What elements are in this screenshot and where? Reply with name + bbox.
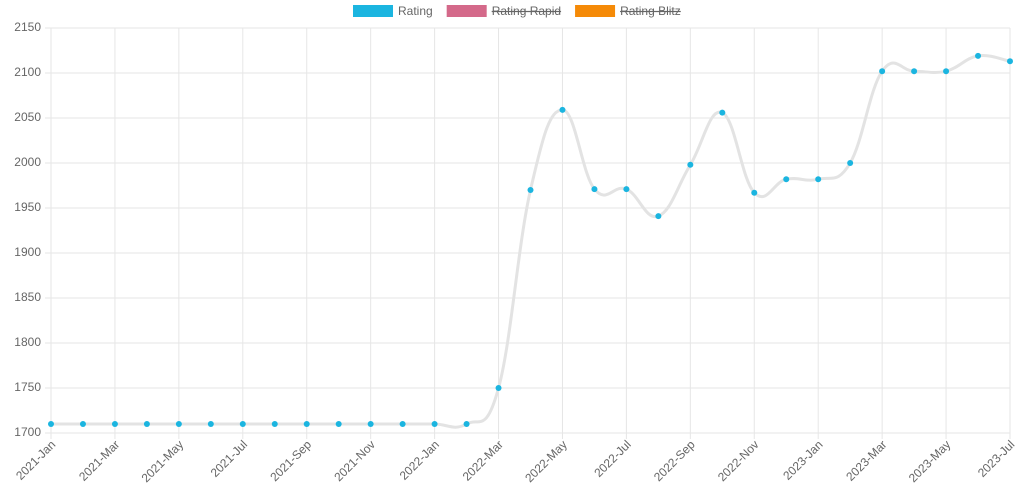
x-tick-label: 2022-Jan [397, 437, 442, 482]
point [335, 421, 342, 427]
y-tick-label: 2150 [14, 20, 41, 34]
x-tick-label: 2022-Jul [591, 437, 633, 479]
point [719, 109, 726, 116]
legend-swatch [575, 5, 616, 17]
x-tick-label: 2023-Jan [780, 437, 825, 482]
point [943, 68, 950, 75]
point [783, 176, 790, 183]
x-tick-label: 2021-Sep [267, 437, 314, 484]
point [559, 106, 566, 113]
point [431, 421, 438, 427]
point [623, 186, 630, 193]
x-tick-label: 2023-May [906, 437, 954, 485]
legend-swatch [446, 5, 487, 17]
point [687, 161, 694, 168]
legend-swatch [353, 5, 393, 17]
y-tick-label: 1900 [14, 245, 41, 259]
x-tick-label: 2021-Jul [208, 437, 250, 479]
point [239, 421, 246, 427]
y-tick-label: 2000 [14, 155, 41, 169]
legend-label: Rating Blitz [620, 4, 681, 18]
point [591, 186, 598, 193]
point [1007, 58, 1013, 65]
x-tick-label: 2022-Nov [715, 437, 762, 484]
point [815, 176, 822, 183]
point [975, 52, 982, 59]
point [367, 421, 374, 427]
y-tick-label: 2100 [14, 65, 41, 79]
point [175, 421, 182, 427]
x-tick-label: 2021-Jan [13, 437, 58, 482]
point [79, 421, 86, 427]
y-tick-label: 1750 [14, 380, 41, 394]
x-tick-label: 2021-Nov [331, 437, 378, 484]
point [879, 68, 886, 75]
point [303, 421, 310, 427]
x-tick-label: 2023-Jul [975, 437, 1017, 479]
point [495, 385, 502, 391]
x-tick-label: 2022-Mar [460, 437, 506, 483]
point [143, 421, 150, 427]
legend-item: Rating Rapid [446, 4, 561, 18]
point [111, 421, 118, 427]
x-tick-label: 2022-May [522, 437, 570, 485]
legend-label: Rating [398, 4, 433, 18]
y-tick-label: 1950 [14, 200, 41, 214]
point [271, 421, 278, 427]
x-tick-label: 2021-May [139, 437, 187, 485]
point [399, 421, 406, 427]
y-tick-label: 1850 [14, 290, 41, 304]
x-tick-label: 2022-Sep [651, 437, 698, 484]
point [207, 421, 214, 427]
point [463, 421, 470, 427]
point [751, 189, 758, 196]
legend-item: Rating [353, 4, 433, 18]
point [48, 421, 54, 427]
legend-item: Rating Blitz [575, 4, 681, 18]
legend-label: Rating Rapid [492, 4, 561, 18]
point [527, 187, 534, 193]
line [51, 54, 1011, 429]
point [847, 160, 854, 166]
x-tick-label: 2021-Mar [76, 437, 122, 483]
x-tick-label: 2023-Mar [843, 437, 889, 483]
point [911, 68, 918, 75]
y-tick-label: 2050 [14, 110, 41, 124]
y-tick-label: 1800 [14, 335, 41, 349]
point [655, 213, 662, 220]
y-tick-label: 1700 [14, 425, 41, 439]
